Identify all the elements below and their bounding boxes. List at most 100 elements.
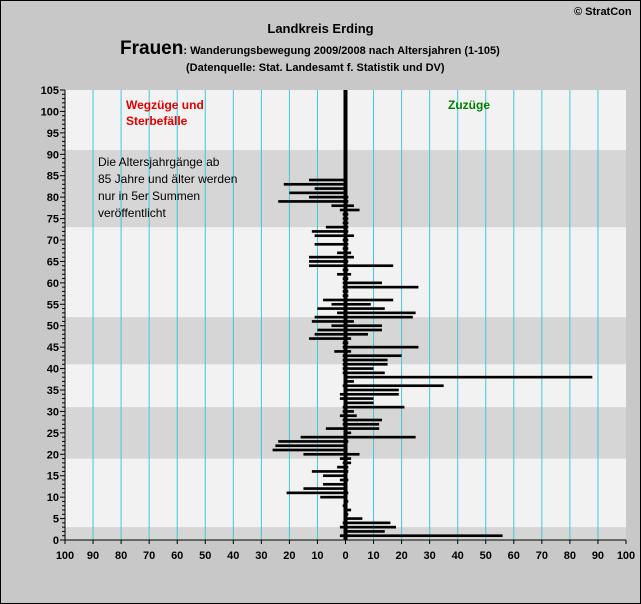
bar-zuzuege [345, 272, 352, 276]
bar-wegzuege [339, 392, 346, 396]
bar-wegzuege [311, 470, 346, 473]
data-source: (Datenquelle: Stat. Landesamt f. Statist… [186, 62, 445, 74]
bar-wegzuege [317, 328, 346, 332]
y-tick-label: 65 [47, 256, 59, 268]
bar-zuzuege [345, 388, 399, 392]
x-tick-label: 100 [56, 550, 74, 562]
x-tick-label: 90 [87, 550, 99, 562]
bar-wegzuege [309, 260, 346, 263]
subtitle-big: Frauen [120, 38, 184, 59]
bar-wegzuege [303, 487, 346, 490]
y-tick-label: 25 [47, 428, 59, 440]
x-tick-label: 0 [342, 550, 348, 562]
bar-wegzuege [323, 482, 346, 486]
y-tick-label: 85 [47, 171, 59, 183]
bar-wegzuege [314, 332, 346, 336]
y-tick-label: 50 [47, 321, 59, 333]
bar-wegzuege [309, 178, 346, 182]
bar-wegzuege [314, 187, 346, 190]
bar-zuzuege [345, 414, 357, 418]
bar-wegzuege [337, 272, 346, 276]
bar-wegzuege [300, 435, 346, 439]
bar-zuzuege [345, 517, 363, 520]
bar-zuzuege [345, 255, 354, 259]
subtitle-rest: : Wanderungsbewegung 2009/2008 nach Alte… [183, 45, 500, 57]
bar-wegzuege [337, 251, 346, 255]
x-tick-label: 20 [395, 550, 407, 562]
bar-wegzuege [331, 324, 346, 328]
bar-zuzuege [345, 251, 352, 255]
bar-wegzuege [339, 414, 346, 418]
chart-title: Landkreis Erding [267, 21, 374, 36]
copyright-label: © StratCon [574, 6, 632, 18]
bar-wegzuege [311, 230, 346, 233]
bar-zuzuege [345, 328, 382, 332]
bar-zuzuege [345, 234, 354, 238]
bar-wegzuege [331, 302, 346, 306]
bar-zuzuege [345, 307, 385, 310]
x-tick-label: 60 [171, 550, 183, 562]
bar-zuzuege [345, 281, 382, 285]
x-tick-label: 100 [617, 550, 635, 562]
bar-zuzuege [345, 367, 374, 370]
bar-zuzuege [345, 358, 388, 362]
bar-zuzuege [345, 452, 360, 456]
bar-wegzuege [286, 491, 346, 495]
bar-wegzuege [339, 457, 346, 460]
y-tick-label: 90 [47, 149, 59, 161]
bar-wegzuege [275, 444, 346, 448]
bar-zuzuege [345, 401, 374, 405]
x-tick-label: 80 [115, 550, 127, 562]
inflow-label: Zuzüge [448, 98, 490, 112]
y-tick-label: 60 [47, 278, 59, 290]
bar-wegzuege [334, 350, 346, 353]
bar-wegzuege [339, 478, 346, 482]
bar-zuzuege [345, 285, 419, 289]
x-tick-label: 70 [536, 550, 548, 562]
bar-wegzuege [272, 448, 346, 452]
bar-zuzuege [345, 427, 380, 430]
bar-wegzuege [278, 200, 346, 203]
bar-wegzuege [278, 440, 346, 443]
x-tick-label: 50 [480, 550, 492, 562]
y-tick-label: 35 [47, 385, 59, 397]
bar-zuzuege [345, 534, 503, 538]
bar-zuzuege [345, 204, 354, 208]
bar-zuzuege [345, 302, 371, 306]
bar-zuzuege [345, 208, 360, 212]
bar-wegzuege [325, 427, 346, 430]
bar-zuzuege [345, 311, 416, 315]
bar-zuzuege [345, 315, 413, 319]
bar-zuzuege [345, 508, 352, 512]
x-tick-label: 30 [255, 550, 267, 562]
bar-zuzuege [345, 392, 399, 396]
x-tick-label: 80 [564, 550, 576, 562]
bar-wegzuege [331, 204, 346, 208]
y-tick-label: 95 [47, 128, 59, 140]
bar-zuzuege [345, 405, 405, 409]
x-tick-label: 30 [424, 550, 436, 562]
bar-wegzuege [314, 315, 346, 319]
age-note: 85 Jahre und älter werden [98, 172, 237, 186]
bar-wegzuege [314, 242, 346, 246]
bar-wegzuege [309, 264, 346, 268]
age-note: veröffentlicht [98, 206, 166, 220]
y-tick-label: 100 [41, 106, 59, 118]
y-tick-label: 10 [47, 492, 59, 504]
y-tick-label: 80 [47, 192, 59, 204]
bar-zuzuege [345, 375, 593, 379]
y-tick-label: 105 [41, 85, 59, 97]
x-tick-label: 70 [143, 550, 155, 562]
bar-zuzuege [345, 362, 388, 366]
x-tick-label: 60 [508, 550, 520, 562]
bar-wegzuege [323, 474, 346, 478]
y-tick-label: 0 [53, 535, 59, 547]
bar-wegzuege [339, 534, 346, 538]
bar-zuzuege [345, 431, 352, 435]
outflow-label: Wegzüge und [126, 98, 204, 112]
bar-wegzuege [303, 452, 346, 456]
chart-subtitle: Frauen: Wanderungsbewegung 2009/2008 nac… [120, 38, 500, 60]
bar-wegzuege [337, 465, 346, 469]
x-tick-label: 40 [227, 550, 239, 562]
y-tick-label: 30 [47, 406, 59, 418]
